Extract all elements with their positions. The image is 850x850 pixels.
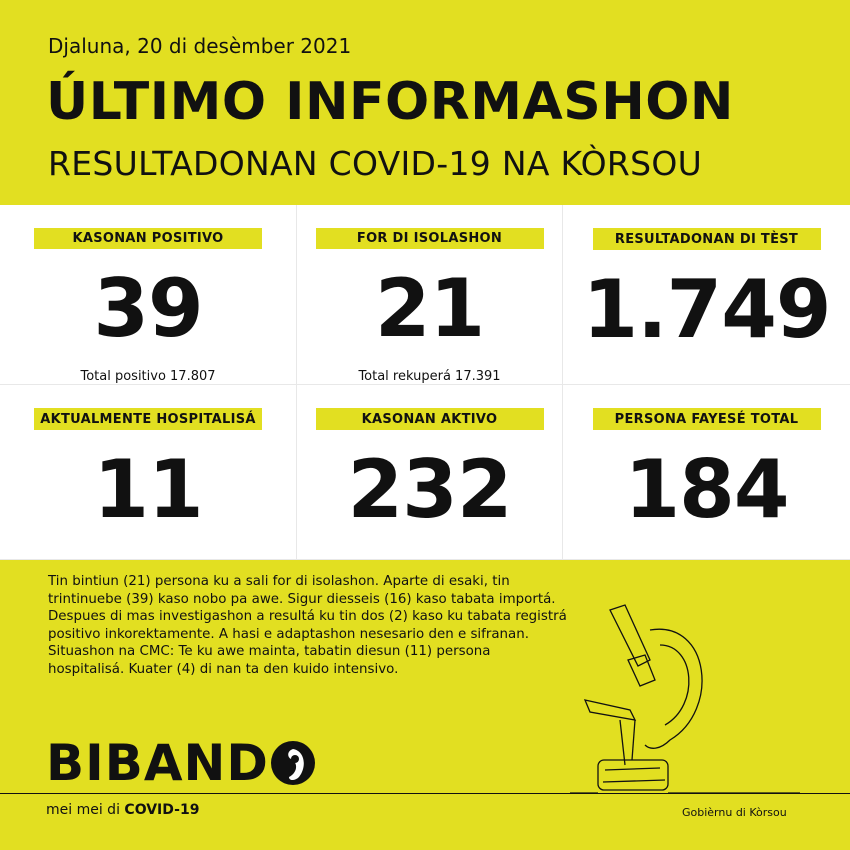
tagline: mei mei di COVID-19 xyxy=(46,802,199,818)
page-title: ÚLTIMO INFORMASHON xyxy=(46,72,734,132)
body-text: Tin bintiun (21) persona ku a sali for d… xyxy=(48,574,567,677)
stat-deaths: PERSONA FAYESÉ TOTAL 184 xyxy=(563,385,850,560)
stat-subtext: Total positivo 17.807 xyxy=(80,369,216,384)
stat-value: 21 xyxy=(374,262,485,355)
stat-value: 39 xyxy=(93,262,203,355)
stat-label: AKTUALMENTE HOSPITALISÁ xyxy=(34,408,262,430)
stat-value: 184 xyxy=(624,443,790,536)
stat-label: FOR DI ISOLASHON xyxy=(315,228,544,249)
tagline-bold: COVID-19 xyxy=(124,802,200,818)
stat-value: 232 xyxy=(347,443,513,536)
stat-active-cases: KASONAN AKTIVO 232 xyxy=(297,385,563,560)
stat-value: 1.749 xyxy=(582,263,831,356)
stat-value: 11 xyxy=(93,443,203,536)
stat-isolation: FOR DI ISOLASHON 21 Total rekuperá 17.39… xyxy=(297,205,563,385)
stat-label: RESULTADONAN DI TÈST xyxy=(592,228,821,250)
tagline-text: mei mei di xyxy=(46,802,125,818)
stat-label: KASONAN AKTIVO xyxy=(315,408,544,430)
government-credit: Gobièrnu di Kòrsou xyxy=(682,806,787,819)
bibando-logo: BIBAND xyxy=(46,734,315,792)
divider-line xyxy=(0,793,850,794)
stat-tests: RESULTADONAN DI TÈST 1.749 xyxy=(563,205,850,385)
page-subtitle: RESULTADONAN COVID-19 NA KÒRSOU xyxy=(48,144,703,183)
microscope-icon xyxy=(570,604,800,794)
stat-subtext: Total rekuperá 17.391 xyxy=(358,369,501,384)
stat-positive-cases: KASONAN POSITIVO 39 Total positivo 17.80… xyxy=(0,205,297,385)
stats-panel: KASONAN POSITIVO 39 Total positivo 17.80… xyxy=(0,205,850,560)
date: Djaluna, 20 di desèmber 2021 xyxy=(48,34,352,58)
logo-text: BIBAND xyxy=(46,734,269,792)
stat-label: PERSONA FAYESÉ TOTAL xyxy=(592,408,821,430)
logo-o-icon xyxy=(270,741,315,785)
stat-hospitalized: AKTUALMENTE HOSPITALISÁ 11 xyxy=(0,385,297,560)
stat-label: KASONAN POSITIVO xyxy=(34,228,262,249)
